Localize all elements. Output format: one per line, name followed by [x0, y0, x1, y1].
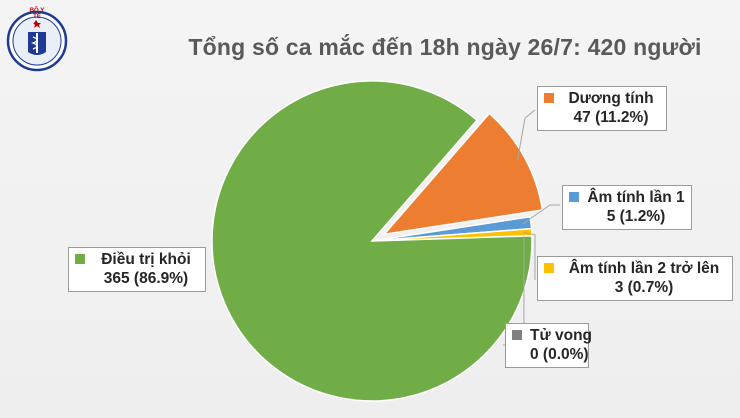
ministry-logo: BỘ Y TẾ: [4, 6, 70, 76]
slice-label-am-tinh-lan-2: Âm tính lần 2 trở lên: [568, 260, 720, 277]
slice-value-am-tinh-lan-1: 5 (1.2%): [606, 208, 666, 225]
slice-value-am-tinh-lan-2: 3 (0.7%): [614, 279, 674, 296]
leader-line-duong-tinh: [516, 109, 536, 161]
chart-title: Tổng số ca mắc đến 18h ngày 26/7: 420 ng…: [188, 34, 702, 60]
pie-slice-dieu-tri-khoi: [211, 80, 533, 402]
legend-swatch-am-tinh-lan-1: [569, 192, 579, 202]
callout-tu-vong: Tử vong 0 (0.0%): [505, 323, 593, 368]
slice-label-dieu-tri-khoi: Điều trị khỏi: [101, 251, 191, 268]
slice-label-am-tinh-lan-1: Âm tính lần 1: [587, 189, 685, 206]
callout-dieu-tri-khoi: Điều trị khỏi 365 (86.9%): [68, 247, 206, 292]
slice-value-tu-vong: 0 (0.0%): [530, 346, 589, 363]
slice-value-duong-tinh: 47 (11.2%): [573, 109, 649, 126]
slice-value-dieu-tri-khoi: 365 (86.9%): [103, 270, 189, 287]
legend-swatch-duong-tinh: [544, 93, 554, 103]
ministry-of-health-seal-icon: [6, 10, 68, 72]
leader-line-am-tinh-lan-2: [523, 232, 536, 280]
legend-swatch-dieu-tri-khoi: [75, 254, 85, 264]
callout-am-tinh-lan-1: Âm tính lần 1 5 (1.2%): [562, 185, 692, 230]
callout-am-tinh-lan-2: Âm tính lần 2 trở lên 3 (0.7%): [537, 256, 733, 301]
leader-line-am-tinh-lan-1: [522, 204, 560, 225]
slice-label-tu-vong: Tử vong: [530, 327, 593, 344]
legend-swatch-tu-vong: [512, 330, 522, 340]
callout-duong-tinh: Dương tính 47 (11.2%): [537, 86, 667, 131]
logo-text: BỘ Y TẾ: [29, 8, 45, 20]
legend-swatch-am-tinh-lan-2: [544, 263, 554, 273]
pie-slice-duong-tinh: [382, 112, 544, 236]
slice-label-duong-tinh: Dương tính: [568, 90, 654, 107]
